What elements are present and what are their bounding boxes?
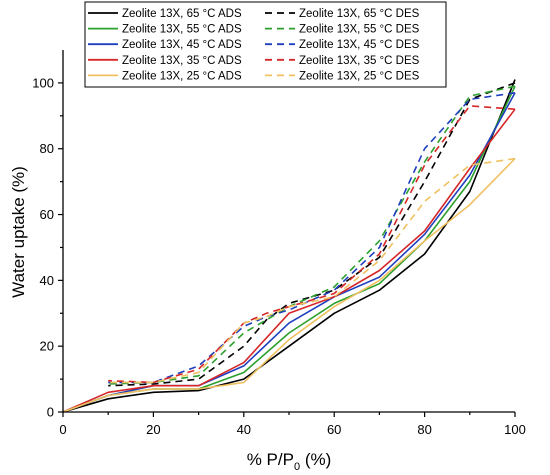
y-axis-title: Water uptake (%) [9,166,28,298]
series-line-zeolite-13x-55-c-ads [62,85,516,413]
y-ticks: 0 20 40 60 80 100 [32,75,63,420]
x-ticks: 0 20 40 60 80 100 [59,412,526,437]
series-line-zeolite-13x-65-c-des [108,82,516,387]
x-axis-title-suffix: (%) [300,450,331,469]
legend-label: Zeolite 13X, 25 °C DES [299,70,420,82]
series-line-zeolite-13x-25-c-ads [62,158,516,413]
series-line-zeolite-13x-45-c-ads [62,92,516,413]
series-line-zeolite-13x-35-c-ads [62,108,516,413]
x-tick-label: 60 [327,422,341,437]
y-tick-label: 100 [32,75,54,90]
x-tick-label: 20 [146,422,160,437]
series-line-zeolite-13x-55-c-des [108,85,516,385]
y-tick-label: 20 [40,339,54,354]
legend: Zeolite 13X, 65 °C ADS Zeolite 13X, 55 °C… [84,1,447,88]
series-line-zeolite-13x-65-c-ads [62,79,516,413]
y-tick-label: 0 [47,405,54,420]
x-axis-title-subscript: 0 [294,461,300,473]
y-tick-label: 80 [40,141,54,156]
series-line-zeolite-13x-25-c-des [108,157,516,384]
legend-label: Zeolite 13X, 45 °C ADS [122,39,242,51]
legend-label: Zeolite 13X, 65 °C ADS [122,8,242,20]
x-axis-title: % P/P0 (%) [247,450,332,473]
axes [62,50,515,413]
legend-label: Zeolite 13X, 55 °C DES [299,24,420,36]
legend-label: Zeolite 13X, 35 °C DES [299,55,420,67]
x-axis-title-main: % P/P [247,450,294,469]
x-tick-label: 80 [417,422,431,437]
legend-label: Zeolite 13X, 55 °C ADS [122,24,242,36]
x-tick-label: 40 [237,422,251,437]
legend-label: Zeolite 13X, 65 °C DES [299,8,420,20]
y-tick-label: 60 [40,207,54,222]
series-line-zeolite-13x-35-c-des [108,105,516,384]
legend-label: Zeolite 13X, 45 °C DES [299,39,420,51]
legend-label: Zeolite 13X, 25 °C ADS [122,70,242,82]
y-tick-label: 40 [40,273,54,288]
x-tick-label: 100 [504,422,526,437]
series-layer [62,79,516,413]
series-line-zeolite-13x-45-c-des [108,92,516,384]
legend-label: Zeolite 13X, 35 °C ADS [122,55,242,67]
x-tick-label: 0 [59,422,66,437]
